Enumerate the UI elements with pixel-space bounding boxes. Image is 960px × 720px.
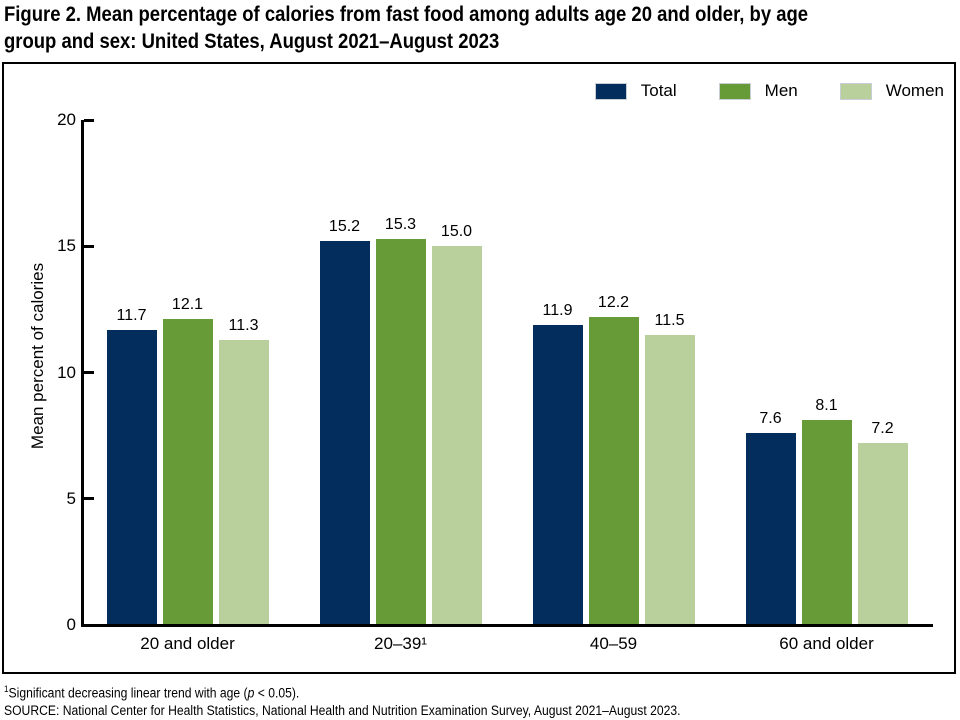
x-axis-category-label: 60 and older bbox=[779, 634, 874, 653]
y-axis-tick bbox=[84, 497, 94, 501]
bar-value-label: 8.1 bbox=[815, 397, 838, 415]
footnote-1: 1Significant decreasing linear trend wit… bbox=[4, 684, 300, 701]
bar-value-label: 15.3 bbox=[384, 215, 417, 233]
bar-women-3 bbox=[644, 334, 695, 625]
bar-men-1 bbox=[162, 319, 213, 625]
legend-label-women: Women bbox=[885, 81, 944, 100]
bar-total-2 bbox=[319, 241, 370, 625]
bar-value-label: 7.6 bbox=[759, 410, 782, 428]
bar-men-3 bbox=[588, 316, 639, 625]
bar-value-label: 7.2 bbox=[871, 420, 894, 438]
legend-label-men: Men bbox=[764, 81, 798, 100]
legend-item-women: Women bbox=[839, 81, 944, 101]
figure-title: Figure 2. Mean percentage of calories fr… bbox=[4, 1, 808, 55]
bar-women-1 bbox=[218, 339, 269, 625]
legend-label-total: Total bbox=[640, 81, 677, 100]
y-axis-tick-label: 20 bbox=[57, 110, 76, 129]
y-axis-tick-label: 15 bbox=[57, 236, 76, 256]
bar-women-4 bbox=[857, 443, 908, 625]
y-axis-tick bbox=[84, 118, 94, 122]
y-axis-tick-label: 0 bbox=[66, 615, 76, 634]
footnote-source: SOURCE: National Center for Health Stati… bbox=[4, 702, 681, 718]
y-axis-tick bbox=[84, 371, 94, 374]
bar-value-label: 12.2 bbox=[597, 293, 630, 311]
bar-women-2 bbox=[431, 246, 482, 625]
chart-legend: Total Men Women bbox=[594, 81, 944, 101]
bar-men-2 bbox=[375, 238, 426, 625]
bar-total-4 bbox=[745, 433, 796, 625]
bar-value-label: 15.2 bbox=[328, 218, 361, 236]
legend-swatch-total bbox=[594, 82, 627, 100]
bar-value-label: 12.1 bbox=[171, 296, 204, 314]
y-axis-tick bbox=[84, 244, 94, 248]
figure-title-line-1: Figure 2. Mean percentage of calories fr… bbox=[4, 3, 809, 26]
bar-total-3 bbox=[532, 324, 583, 625]
y-axis-title: Mean percent of calories bbox=[28, 262, 47, 450]
bar-value-label: 11.5 bbox=[654, 311, 685, 329]
bar-value-label: 11.9 bbox=[542, 301, 573, 319]
x-axis-category-label: 20–39¹ bbox=[374, 634, 427, 653]
bar-value-label: 11.3 bbox=[228, 316, 259, 334]
legend-swatch-women bbox=[839, 82, 872, 100]
x-axis-category-label: 40–59 bbox=[589, 634, 638, 653]
y-axis-tick-label: 10 bbox=[57, 362, 76, 382]
legend-item-men: Men bbox=[718, 81, 798, 101]
legend-item-total: Total bbox=[594, 81, 677, 101]
y-axis-line bbox=[81, 120, 84, 627]
x-axis-line bbox=[81, 624, 933, 627]
bar-total-1 bbox=[106, 329, 157, 625]
legend-swatch-men bbox=[718, 82, 751, 100]
bar-men-4 bbox=[801, 420, 852, 625]
bar-value-label: 15.0 bbox=[440, 223, 473, 241]
y-axis-tick-label: 5 bbox=[66, 488, 76, 508]
figure-title-line-2: group and sex: United States, August 202… bbox=[4, 30, 500, 53]
x-axis-category-label: 20 and older bbox=[140, 634, 235, 653]
footnotes: 1Significant decreasing linear trend wit… bbox=[4, 681, 680, 719]
bar-value-label: 11.7 bbox=[116, 306, 147, 324]
